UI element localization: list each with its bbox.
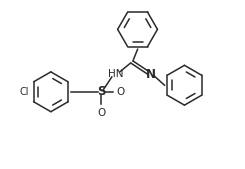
Text: S: S <box>97 85 105 98</box>
Text: Cl: Cl <box>20 87 29 97</box>
Text: HN: HN <box>108 69 123 79</box>
Text: N: N <box>146 68 156 81</box>
Text: O: O <box>97 108 105 118</box>
Text: O: O <box>116 87 124 97</box>
